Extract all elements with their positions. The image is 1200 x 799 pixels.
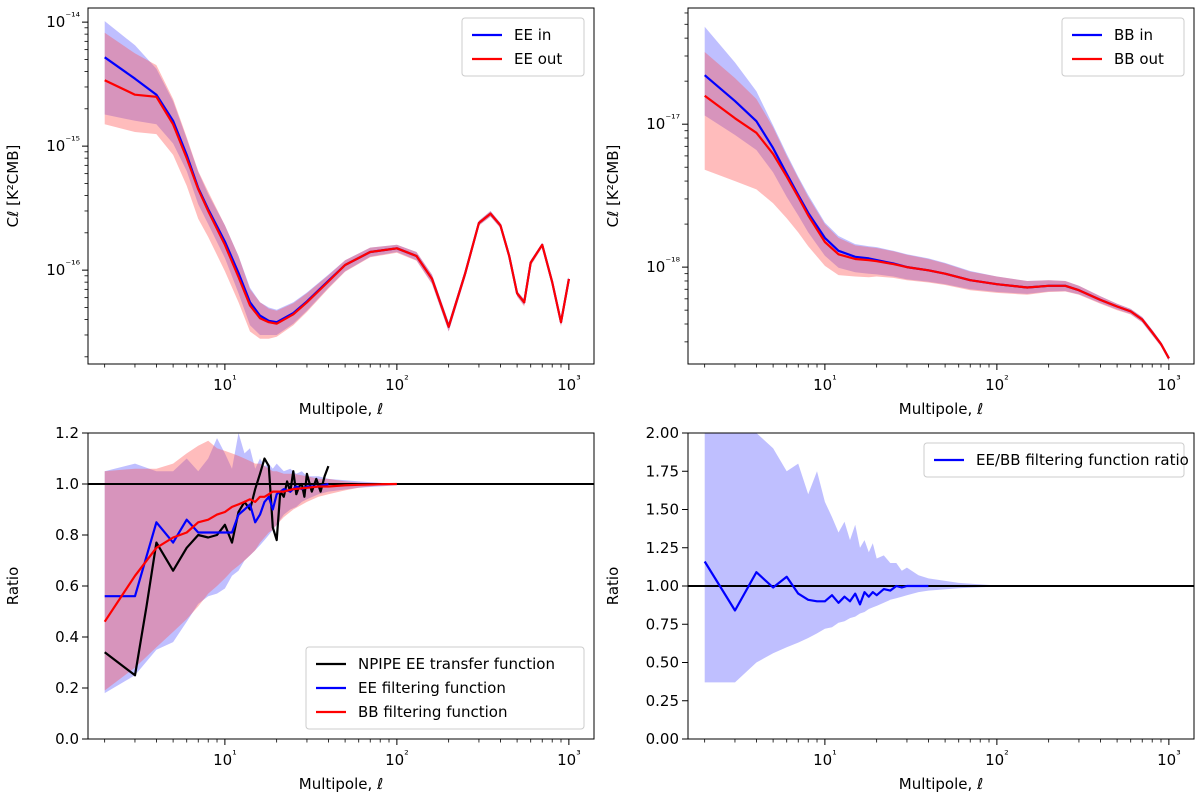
x-tick-label: 10² <box>385 373 409 394</box>
plot-area <box>703 26 1170 362</box>
x-tick-label: 10² <box>985 373 1009 394</box>
series-line-ratio-0 <box>104 457 330 677</box>
y-tick-label: 0.0 <box>55 730 79 748</box>
y-tick-label: 10⁻¹⁴ <box>46 10 80 31</box>
y-tick-label: 0.50 <box>646 654 679 672</box>
axis-frame <box>87 7 595 365</box>
y-tick-label: 0.4 <box>55 628 79 646</box>
series-line-ratio-2 <box>103 482 397 623</box>
band-ratio-1 <box>104 433 397 694</box>
y-tick-label: 0.75 <box>646 615 679 633</box>
chart-panel-ratio2: 10¹ 10² 10³ 0.00 0.25 0.50 0.75 1.00 1.25 1.50 1.7… <box>604 424 1195 793</box>
legend-label: EE filtering function <box>358 679 506 697</box>
legend-label: BB out <box>1114 50 1164 68</box>
legend: EE in EE out <box>461 17 585 77</box>
axis-frame <box>687 7 1195 365</box>
y-tick-label: 1.25 <box>646 539 679 557</box>
y-axis-label: Cℓ [K²CMB] <box>4 145 22 228</box>
y-tick-label: 0.2 <box>55 679 79 697</box>
y-tick-label: 1.00 <box>646 577 679 595</box>
series-line-ratio2-0 <box>703 560 929 612</box>
y-tick-label: 0.00 <box>646 730 679 748</box>
chart-panel-bb: 10¹ 10² 10³ 10⁻¹⁸ 10⁻¹⁷ Multipole, ℓ Cℓ [K²CMB… <box>604 7 1195 418</box>
y-tick-label: 0.8 <box>55 526 79 544</box>
y-tick-label: 10⁻¹⁶ <box>46 258 80 279</box>
y-axis-label: Ratio <box>4 567 22 606</box>
x-tick-label: 10³ <box>557 373 581 394</box>
y-tick-label: 1.75 <box>646 462 679 480</box>
x-tick-label: 10¹ <box>213 373 237 394</box>
band-ratio2-0 <box>704 433 997 683</box>
y-tick-label: 0.6 <box>55 577 79 595</box>
band-bb-1 <box>704 52 1169 362</box>
y-tick-label: 10⁻¹⁸ <box>646 255 680 276</box>
plot-area <box>104 21 570 339</box>
x-axis-label: Multipole, ℓ <box>899 775 984 793</box>
series-line-ratio-1 <box>104 482 329 598</box>
series-line-bb-1 <box>704 94 1170 359</box>
plot-area <box>688 433 1194 683</box>
y-tick-label: 1.0 <box>55 475 79 493</box>
y-axis-label: Cℓ [K²CMB] <box>604 145 622 228</box>
band-ee-1 <box>104 32 569 339</box>
x-tick-label: 10¹ <box>213 748 237 769</box>
y-tick-label: 0.25 <box>646 692 679 710</box>
legend-label: EE in <box>514 26 551 44</box>
legend-label: EE/BB filtering function ratio <box>976 451 1189 469</box>
y-tick-label: 10⁻¹⁷ <box>646 112 680 133</box>
legend: EE/BB filtering function ratio <box>923 442 1189 478</box>
chart-panel-ee: 10¹ 10² 10³ 10⁻¹⁶ 10⁻¹⁵ 10⁻¹⁴ Multipole, ℓ Cℓ [… <box>4 7 595 418</box>
x-tick-label: 10² <box>385 748 409 769</box>
legend-box <box>305 646 585 730</box>
legend: BB in BB out <box>1061 17 1185 77</box>
y-axis-label: Ratio <box>604 567 622 606</box>
legend-label: BB filtering function <box>358 703 507 721</box>
x-tick-label: 10³ <box>557 748 581 769</box>
panels: 10¹ 10² 10³ 10⁻¹⁶ 10⁻¹⁵ 10⁻¹⁴ Multipole, ℓ Cℓ [… <box>4 7 1195 793</box>
chart-panel-ratio: 10¹ 10² 10³ 0.0 0.2 0.4 0.6 0.8 1.0 1.2 Multipole,… <box>4 424 595 793</box>
legend-box <box>923 442 1185 478</box>
x-tick-label: 10³ <box>1157 748 1181 769</box>
plot-area <box>88 433 594 694</box>
x-axis-label: Multipole, ℓ <box>299 400 384 418</box>
legend-label: BB in <box>1114 26 1153 44</box>
y-tick-label: 1.50 <box>646 501 679 519</box>
y-tick-label: 10⁻¹⁵ <box>46 134 80 155</box>
legend-box <box>1061 17 1185 77</box>
x-tick-label: 10¹ <box>813 373 837 394</box>
series-line-ee-1 <box>104 79 570 328</box>
x-axis-label: Multipole, ℓ <box>899 400 984 418</box>
legend: NPIPE EE transfer function EE filtering f… <box>305 646 585 730</box>
band-ratio-2 <box>104 440 397 691</box>
x-tick-label: 10² <box>985 748 1009 769</box>
x-axis-label: Multipole, ℓ <box>299 775 384 793</box>
legend-label: EE out <box>514 50 562 68</box>
legend-box <box>461 17 585 77</box>
legend-label: NPIPE EE transfer function <box>358 655 555 673</box>
y-tick-label: 1.2 <box>55 424 79 442</box>
x-tick-label: 10¹ <box>813 748 837 769</box>
x-tick-label: 10³ <box>1157 373 1181 394</box>
y-tick-label: 2.00 <box>646 424 679 442</box>
